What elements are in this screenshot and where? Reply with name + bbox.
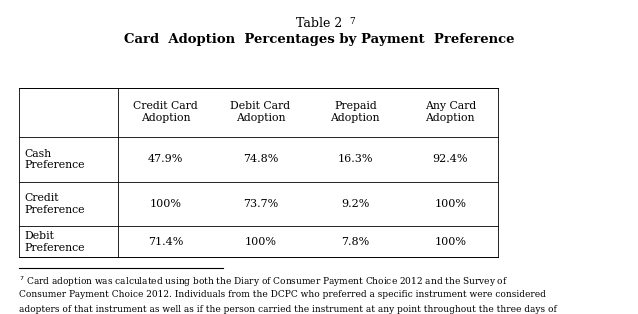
Text: 100%: 100% — [434, 199, 466, 209]
Text: 9.2%: 9.2% — [341, 199, 369, 209]
Text: adopters of that instrument as well as if the person carried the instrument at a: adopters of that instrument as well as i… — [19, 305, 557, 314]
Text: 100%: 100% — [434, 237, 466, 247]
Text: 73.7%: 73.7% — [242, 199, 278, 209]
Text: Debit Card
Adoption: Debit Card Adoption — [230, 101, 290, 123]
Text: $^{7}$ Card adoption was calculated using both the Diary of Consumer Payment Cho: $^{7}$ Card adoption was calculated usin… — [19, 275, 508, 289]
Text: 16.3%: 16.3% — [338, 154, 373, 164]
Text: 71.4%: 71.4% — [148, 237, 183, 247]
Text: Any Card
Adoption: Any Card Adoption — [424, 101, 476, 123]
Text: 47.9%: 47.9% — [148, 154, 183, 164]
Text: Credit
Preference: Credit Preference — [24, 193, 85, 215]
Text: Table 2: Table 2 — [296, 17, 342, 30]
Text: Debit
Preference: Debit Preference — [24, 231, 85, 252]
Text: Card  Adoption  Percentages by Payment  Preference: Card Adoption Percentages by Payment Pre… — [124, 33, 514, 46]
Text: 7: 7 — [349, 17, 355, 26]
Text: Credit Card
Adoption: Credit Card Adoption — [133, 101, 198, 123]
Text: Cash
Preference: Cash Preference — [24, 149, 85, 170]
Text: 100%: 100% — [149, 199, 181, 209]
Text: 7.8%: 7.8% — [341, 237, 369, 247]
Text: 100%: 100% — [244, 237, 276, 247]
Text: Prepaid
Adoption: Prepaid Adoption — [330, 101, 380, 123]
Text: 92.4%: 92.4% — [433, 154, 468, 164]
Text: Consumer Payment Choice 2012. Individuals from the DCPC who preferred a specific: Consumer Payment Choice 2012. Individual… — [19, 290, 546, 299]
Text: 74.8%: 74.8% — [242, 154, 278, 164]
